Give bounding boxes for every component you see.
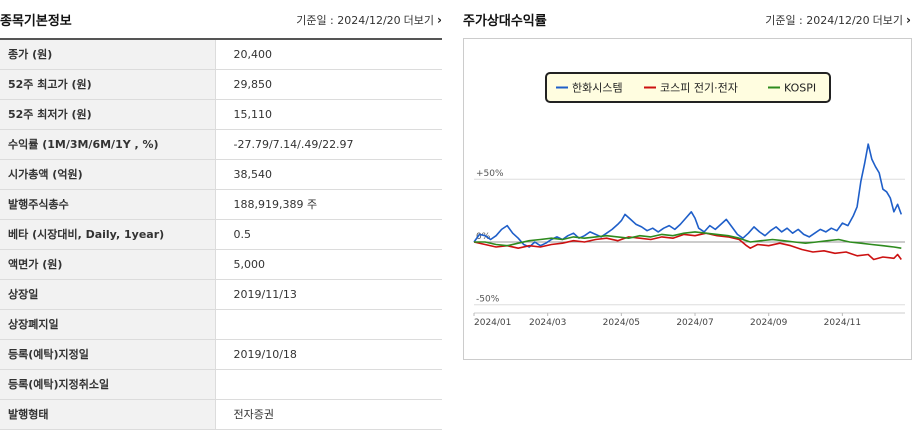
stock-info-table: 종가 (원) 20,400 52주 최고가 (원) 29,850 52주 최저가 (원)… (0, 38, 442, 430)
legend-entry: KOSPI (784, 82, 816, 95)
series-line-2 (474, 231, 902, 249)
chevron-right-icon: › (906, 13, 911, 27)
x-tick-label: 2024/07 (676, 318, 713, 328)
table-row: 베타 (시장대비, Daily, 1year) 0.5 (0, 219, 442, 250)
row-label: 등록(예탁)지정취소일 (0, 369, 216, 400)
row-label: 52주 최저가 (원) (0, 99, 216, 130)
base-date-label: 기준일 : 2024/12/20 (296, 14, 401, 27)
table-row: 발행형태 전자증권 (0, 399, 442, 430)
x-tick-label: 2024/01 (474, 318, 511, 328)
info-panel-title: 종목기본정보 (0, 14, 72, 29)
base-date-label: 기준일 : 2024/12/20 (765, 14, 870, 27)
row-value: -27.79/7.14/.49/22.97 (215, 129, 442, 160)
row-value: 0.5 (215, 219, 442, 250)
y-tick-label: 0% (476, 232, 491, 242)
table-row: 등록(예탁)지정일 2019/10/18 (0, 339, 442, 370)
row-label: 52주 최고가 (원) (0, 69, 216, 100)
legend-box (545, 72, 831, 103)
row-value: 20,400 (215, 39, 442, 70)
row-value: 38,540 (215, 159, 442, 190)
chart-panel-more-link[interactable]: 기준일 : 2024/12/20 더보기 › (765, 12, 911, 28)
row-value: 2019/11/13 (215, 279, 442, 310)
row-value (215, 369, 442, 400)
row-label: 등록(예탁)지정일 (0, 339, 216, 370)
chevron-right-icon: › (437, 13, 442, 27)
row-label: 상장폐지일 (0, 309, 216, 340)
chart-canvas: +50% 0% -50% 2024/01 2024/03 2024/05 2024/07 20… (473, 72, 905, 328)
series-line-0 (473, 143, 903, 248)
row-value (215, 309, 442, 340)
table-row: 수익률 (1M/3M/6M/1Y , %) -27.79/7.14/.49/22.… (0, 129, 442, 160)
row-value: 2019/10/18 (215, 339, 442, 370)
table-row: 52주 최저가 (원) 15,110 (0, 99, 442, 130)
row-value: 188,919,389 주 (215, 189, 442, 220)
row-value: 15,110 (215, 99, 442, 130)
table-row: 상장폐지일 (0, 309, 442, 340)
row-label: 발행주식총수 (0, 189, 216, 220)
chart-panel-title: 주가상대수익률 (463, 14, 547, 29)
x-tick-label: 2024/09 (750, 318, 788, 328)
row-label: 시가총액 (억원) (0, 159, 216, 190)
relative-return-chart: +50% 0% -50% 2024/01 2024/03 2024/05 2024/07 20… (463, 38, 912, 360)
x-tick-label: 2024/05 (603, 318, 640, 328)
table-row: 52주 최고가 (원) 29,850 (0, 69, 442, 100)
y-tick-label: +50% (476, 169, 504, 179)
info-panel-more-link[interactable]: 기준일 : 2024/12/20 더보기 › (296, 12, 442, 28)
table-row: 액면가 (원) 5,000 (0, 249, 442, 280)
x-tick-label: 2024/03 (529, 318, 566, 328)
row-label: 액면가 (원) (0, 249, 216, 280)
x-tick-label: 2024/11 (824, 318, 861, 328)
table-row: 종가 (원) 20,400 (0, 39, 442, 70)
row-label: 베타 (시장대비, Daily, 1year) (0, 219, 216, 250)
row-label: 종가 (원) (0, 39, 216, 70)
table-row: 상장일 2019/11/13 (0, 279, 442, 310)
row-value: 29,850 (215, 69, 442, 100)
row-label: 수익률 (1M/3M/6M/1Y , %) (0, 129, 216, 160)
series-line-1 (473, 232, 902, 261)
table-row: 시가총액 (억원) 38,540 (0, 159, 442, 190)
table-row: 발행주식총수 188,919,389 주 (0, 189, 442, 220)
row-value: 5,000 (215, 249, 442, 280)
row-label: 발행형태 (0, 399, 216, 430)
legend-entry: 코스피 전기·전자 (660, 82, 738, 95)
table-row: 등록(예탁)지정취소일 (0, 369, 442, 400)
row-value: 전자증권 (215, 399, 442, 430)
legend-entry: 한화시스템 (572, 82, 623, 95)
y-tick-label: -50% (476, 295, 500, 305)
more-label: 더보기 (872, 14, 904, 27)
more-label: 더보기 (403, 14, 435, 27)
row-label: 상장일 (0, 279, 216, 310)
